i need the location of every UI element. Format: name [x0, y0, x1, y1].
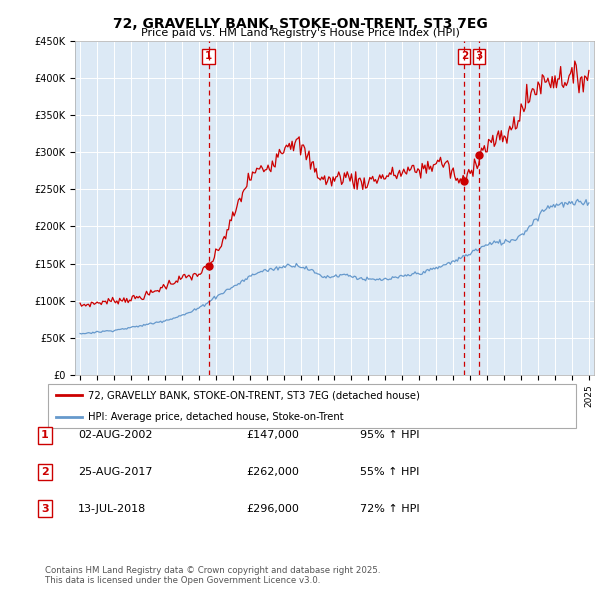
Text: 1: 1	[41, 431, 49, 440]
Text: 1: 1	[205, 51, 212, 61]
Text: 72, GRAVELLY BANK, STOKE-ON-TRENT, ST3 7EG (detached house): 72, GRAVELLY BANK, STOKE-ON-TRENT, ST3 7…	[88, 391, 419, 401]
Text: 3: 3	[476, 51, 483, 61]
Text: 55% ↑ HPI: 55% ↑ HPI	[360, 467, 419, 477]
Text: 95% ↑ HPI: 95% ↑ HPI	[360, 431, 419, 440]
Text: 72, GRAVELLY BANK, STOKE-ON-TRENT, ST3 7EG: 72, GRAVELLY BANK, STOKE-ON-TRENT, ST3 7…	[113, 17, 487, 31]
Text: 25-AUG-2017: 25-AUG-2017	[78, 467, 152, 477]
Text: 02-AUG-2002: 02-AUG-2002	[78, 431, 152, 440]
Text: £296,000: £296,000	[246, 504, 299, 513]
FancyBboxPatch shape	[48, 384, 576, 428]
Text: HPI: Average price, detached house, Stoke-on-Trent: HPI: Average price, detached house, Stok…	[88, 412, 343, 422]
Text: Contains HM Land Registry data © Crown copyright and database right 2025.
This d: Contains HM Land Registry data © Crown c…	[45, 566, 380, 585]
Text: 2: 2	[461, 51, 468, 61]
Text: 72% ↑ HPI: 72% ↑ HPI	[360, 504, 419, 513]
Text: 3: 3	[41, 504, 49, 513]
Text: £147,000: £147,000	[246, 431, 299, 440]
Text: Price paid vs. HM Land Registry's House Price Index (HPI): Price paid vs. HM Land Registry's House …	[140, 28, 460, 38]
Text: 13-JUL-2018: 13-JUL-2018	[78, 504, 146, 513]
Text: 2: 2	[41, 467, 49, 477]
Text: £262,000: £262,000	[246, 467, 299, 477]
